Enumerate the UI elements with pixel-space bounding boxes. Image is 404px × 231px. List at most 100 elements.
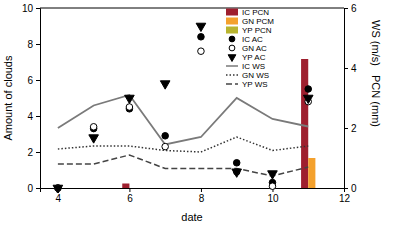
- tick-label: 10: [22, 3, 34, 14]
- tick-mark: [36, 152, 40, 153]
- tick: 2: [344, 123, 357, 134]
- legend-label: GN AC: [242, 44, 267, 53]
- tick: 10: [267, 188, 279, 204]
- y2-axis: 0 2 4 6: [344, 3, 357, 194]
- tick-mark: [344, 8, 348, 9]
- bar: [308, 158, 315, 188]
- axis-line: [36, 9, 41, 189]
- y-axis-title: Amount of clouds: [2, 55, 14, 140]
- legend-label: YP AC: [242, 53, 266, 62]
- legend-swatch: [228, 55, 236, 62]
- point: [162, 143, 169, 150]
- legend-swatch: [226, 9, 238, 16]
- legend-item: YP PCN: [226, 26, 272, 35]
- legend-swatch: [226, 74, 238, 76]
- tick-mark: [344, 68, 348, 69]
- legend-item: YP WS: [226, 80, 268, 89]
- frame: [40, 8, 344, 9]
- tick-label: 12: [339, 193, 351, 204]
- tick-label: 2: [27, 147, 33, 158]
- legend-label: YP WS: [242, 80, 268, 89]
- x-axis: 4 6 8 10 12: [41, 188, 351, 204]
- axis-line: [41, 189, 345, 193]
- tick-mark: [129, 188, 130, 192]
- tick: 6: [344, 3, 357, 14]
- tick: 4: [27, 111, 40, 122]
- tick-mark: [201, 188, 202, 192]
- tick-mark: [36, 80, 40, 81]
- legend-swatch: [229, 36, 235, 42]
- plot-area: [58, 59, 316, 188]
- tick: 2: [27, 147, 40, 158]
- tick-mark: [36, 188, 40, 189]
- tick-label: 0: [27, 183, 33, 194]
- tick-label: 6: [127, 193, 133, 204]
- tick-mark: [36, 116, 40, 117]
- point: [303, 95, 313, 103]
- tick: 0: [344, 183, 357, 194]
- tick-label: 10: [267, 193, 279, 204]
- axis-line: [345, 9, 349, 189]
- tick-label: 4: [27, 111, 33, 122]
- line: [58, 95, 308, 145]
- point-area: [53, 23, 313, 193]
- tick-label: 8: [199, 193, 205, 204]
- legend-label: IC PCN: [242, 8, 269, 17]
- tick: 6: [27, 75, 40, 86]
- point: [126, 104, 133, 111]
- chart: 468101202468100246dateAmount of cloudsWS…: [0, 0, 404, 231]
- legend-swatch: [226, 65, 238, 67]
- tick: 8: [199, 188, 205, 204]
- point: [90, 124, 97, 131]
- legend-swatch: [229, 45, 235, 51]
- y-axis: 0 2 4 6 8 10: [22, 3, 41, 194]
- tick-label: 4: [56, 193, 62, 204]
- tick-mark: [344, 188, 348, 189]
- point: [198, 48, 205, 55]
- tick-label: 0: [351, 183, 357, 194]
- point: [125, 95, 135, 103]
- bar: [129, 188, 136, 189]
- legend: IC PCNGN PCMYP PCNIC ACGN ACYP ACIC WSGN…: [226, 8, 274, 89]
- tick-label: 8: [27, 39, 33, 50]
- tick: 0: [27, 183, 40, 194]
- bar: [315, 188, 322, 189]
- tick: 6: [127, 188, 133, 204]
- tick: 4: [344, 63, 357, 74]
- point: [160, 81, 170, 89]
- legend-item: IC AC: [229, 35, 263, 44]
- tick-mark: [36, 8, 40, 9]
- y2-axis-title: WS (m/s): [370, 20, 382, 66]
- point: [89, 135, 99, 143]
- legend-item: YP AC: [228, 53, 266, 62]
- tick-label: 2: [351, 123, 357, 134]
- legend-swatch: [226, 18, 238, 25]
- bar: [301, 59, 308, 188]
- tick-label: 4: [351, 63, 357, 74]
- point: [232, 169, 242, 177]
- tick-label: 6: [351, 3, 357, 14]
- legend-item: GN WS: [226, 71, 269, 80]
- tick-label: 6: [27, 75, 33, 86]
- legend-label: IC WS: [242, 62, 265, 71]
- y2-axis-title: PCN (mm): [370, 75, 382, 127]
- tick-mark: [36, 44, 40, 45]
- legend-swatch: [226, 27, 238, 34]
- legend-label: IC AC: [242, 35, 263, 44]
- legend-item: IC WS: [226, 62, 265, 71]
- legend-item: IC PCN: [226, 8, 269, 17]
- bar: [137, 188, 144, 189]
- legend-label: YP PCN: [242, 26, 272, 35]
- point: [269, 183, 276, 190]
- legend-label: GN PCM: [242, 17, 274, 26]
- point: [268, 171, 278, 179]
- legend-label: GN WS: [242, 71, 269, 80]
- point: [198, 34, 205, 41]
- point: [233, 160, 240, 167]
- point: [305, 86, 312, 93]
- tick: 12: [339, 188, 351, 204]
- tick: 10: [22, 3, 40, 14]
- x-axis-title: date: [181, 211, 202, 223]
- legend-swatch: [226, 83, 238, 85]
- legend-item: GN PCM: [226, 17, 274, 26]
